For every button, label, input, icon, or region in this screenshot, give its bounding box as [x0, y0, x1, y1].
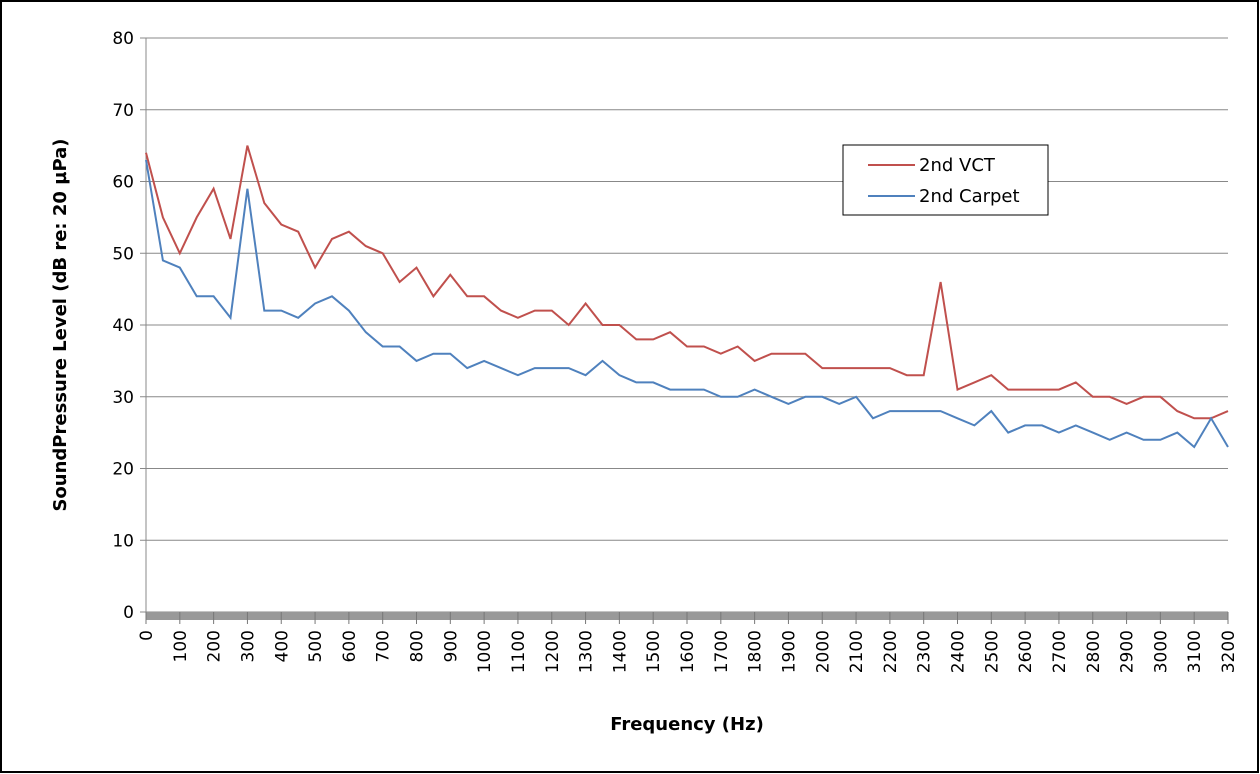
x-tick-label: 2600	[1016, 630, 1036, 673]
x-tick-label: 300	[238, 630, 258, 662]
x-tick-label: 3000	[1151, 630, 1171, 673]
x-tick-label: 1600	[678, 630, 698, 673]
x-tick-label: 2800	[1084, 630, 1104, 673]
x-tick-label: 200	[205, 630, 225, 662]
y-tick-label: 10	[112, 531, 134, 551]
x-tick-label: 2300	[915, 630, 935, 673]
x-tick-label: 1200	[543, 630, 563, 673]
x-tick-label: 3200	[1219, 630, 1239, 673]
x-tick-label: 1100	[509, 630, 529, 673]
x-tick-label: 2100	[847, 630, 867, 673]
x-tick-label: 3100	[1185, 630, 1205, 673]
legend-label: 2nd VCT	[919, 155, 996, 176]
x-tick-label: 2000	[813, 630, 833, 673]
x-tick-label: 1500	[644, 630, 664, 673]
legend-box	[842, 144, 1049, 216]
x-tick-label: 1900	[779, 630, 799, 673]
x-tick-label: 1700	[712, 630, 732, 673]
x-tick-label: 500	[306, 630, 326, 662]
x-tick-label: 1300	[577, 630, 597, 673]
y-tick-label: 80	[112, 29, 134, 49]
y-axis-label: SoundPressure Level (dB re: 20 µPa)	[50, 138, 71, 511]
x-tick-label: 100	[171, 630, 191, 662]
y-tick-label: 60	[112, 173, 134, 193]
y-tick-label: 30	[112, 388, 134, 408]
y-tick-label: 40	[112, 316, 134, 336]
x-axis-label: Frequency (Hz)	[610, 714, 764, 735]
x-tick-label: 600	[340, 630, 360, 662]
x-tick-label: 700	[374, 630, 394, 662]
x-tick-label: 1000	[475, 630, 495, 673]
x-tick-label: 2900	[1118, 630, 1138, 673]
x-tick-label: 400	[272, 630, 292, 662]
y-tick-label: 50	[112, 244, 134, 264]
x-tick-label: 2400	[949, 630, 969, 673]
x-tick-label: 1800	[746, 630, 766, 673]
data-line	[145, 159, 1229, 449]
x-tick-label: 2200	[881, 630, 901, 673]
y-tick-label: 70	[112, 101, 134, 121]
data-line	[145, 145, 1229, 420]
y-tick-label: 0	[123, 603, 134, 623]
x-tick-label: 1400	[610, 630, 630, 673]
x-tick-label: 900	[441, 630, 461, 662]
x-tick-label: 2700	[1050, 630, 1070, 673]
y-tick-label: 20	[112, 460, 134, 480]
x-tick-label: 2500	[982, 630, 1002, 673]
legend-label: 2nd Carpet	[919, 186, 1020, 207]
x-tick-label: 800	[408, 630, 428, 662]
x-tick-label: 0	[137, 630, 157, 641]
